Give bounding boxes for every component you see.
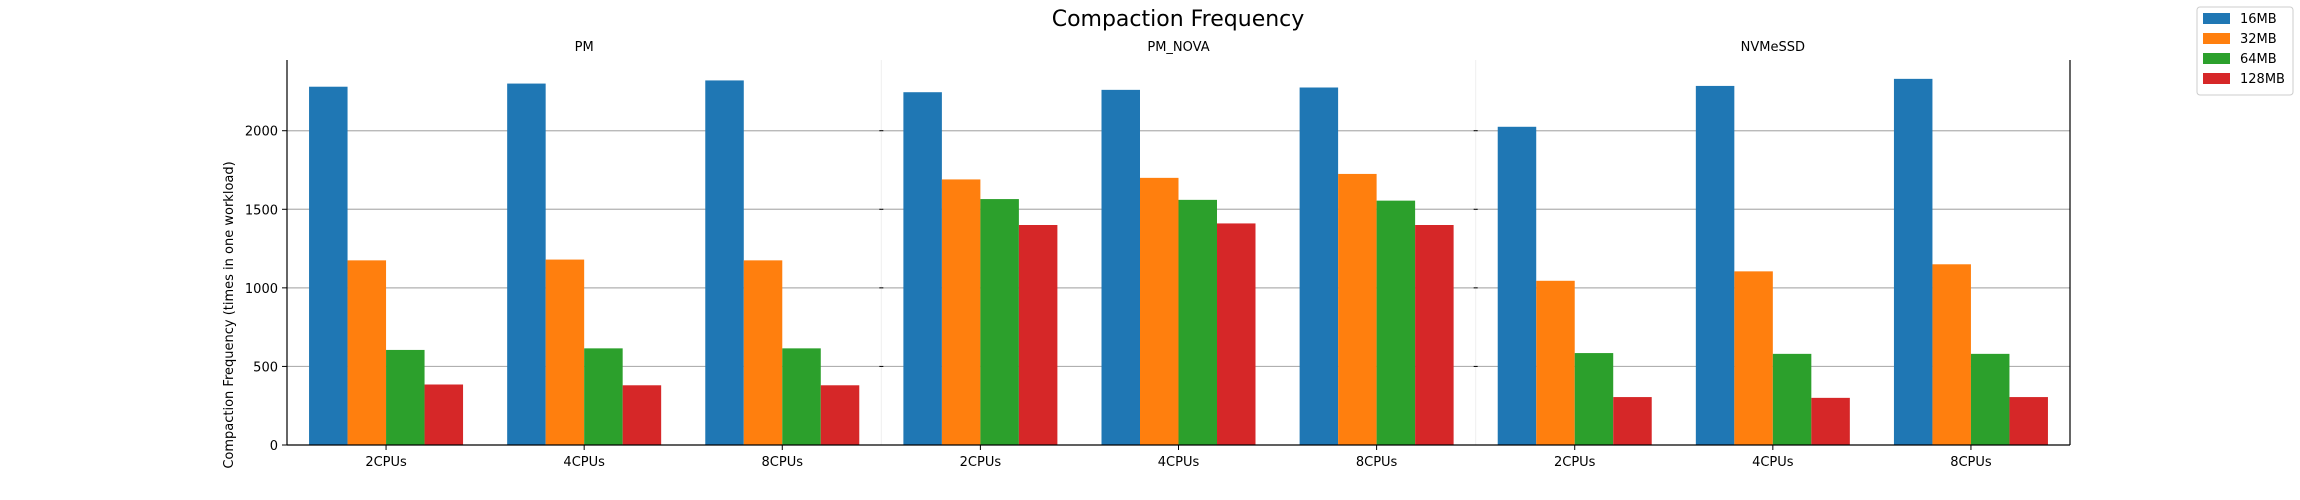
plot-area: PM 2CPUs 4CPUs 8CPUs PM_NOVA 2CPUs 4CPUs 8CPUs N… <box>245 40 2071 470</box>
bar <box>1338 173 1377 445</box>
bar <box>622 385 662 445</box>
bar <box>545 259 585 445</box>
bar <box>1734 271 1773 445</box>
bar <box>424 384 464 445</box>
bar <box>2009 397 2048 445</box>
bar <box>1613 397 1652 445</box>
legend-label: 128MB <box>2240 72 2285 87</box>
bar <box>309 86 348 445</box>
bar <box>1217 223 1256 445</box>
bar <box>386 349 425 445</box>
bar <box>743 260 783 445</box>
bar <box>1497 126 1537 446</box>
bar <box>782 348 821 445</box>
bar <box>1376 200 1416 445</box>
x-tick-label: 8CPUs <box>1950 455 1992 470</box>
x-tick-label: 8CPUs <box>1356 455 1398 470</box>
y-axis-label: Compaction Frequency (times in one workl… <box>222 161 237 468</box>
bar <box>507 83 546 446</box>
panel-title: NVMeSSD <box>1741 40 1805 55</box>
legend-label: 64MB <box>2240 52 2277 67</box>
x-tick-label: 2CPUs <box>960 455 1002 470</box>
y-tick-label: 0 <box>270 439 278 454</box>
panel-title: PM <box>575 40 594 55</box>
y-tick-label: 500 <box>253 360 278 375</box>
bar <box>1932 264 1971 445</box>
bar <box>1101 89 1140 445</box>
bar <box>1695 85 1735 445</box>
legend-label: 32MB <box>2240 32 2277 47</box>
legend-swatch <box>2203 53 2230 64</box>
legend-swatch <box>2203 33 2230 44</box>
bar <box>1140 177 1179 445</box>
bar <box>1811 397 1850 445</box>
bar <box>1970 353 2010 445</box>
bar <box>903 92 942 445</box>
bar <box>1299 87 1339 445</box>
bar <box>1536 280 1575 445</box>
bar <box>1018 225 1058 445</box>
x-tick-label: 2CPUs <box>1554 455 1596 470</box>
x-tick-label: 4CPUs <box>563 455 605 470</box>
bar <box>941 179 981 445</box>
panel-title: PM_NOVA <box>1147 40 1209 55</box>
bar <box>1893 78 1933 445</box>
y-tick-label: 1000 <box>245 282 278 297</box>
x-tick-label: 4CPUs <box>1158 455 1200 470</box>
bar <box>1574 353 1614 445</box>
bar <box>347 260 387 445</box>
bar <box>584 348 623 445</box>
y-tick-label: 2000 <box>245 125 278 140</box>
bar <box>820 385 860 445</box>
legend-swatch <box>2203 73 2230 84</box>
bar <box>1415 225 1454 445</box>
legend-swatch <box>2203 13 2230 24</box>
y-tick-label: 1500 <box>245 203 278 218</box>
x-tick-label: 8CPUs <box>762 455 804 470</box>
chart-title: Compaction Frequency <box>1052 7 1305 32</box>
bar <box>705 80 744 445</box>
bar <box>1178 199 1217 445</box>
bar <box>980 199 1019 445</box>
legend: 16MB 32MB 64MB 128MB <box>2196 6 2294 96</box>
x-tick-label: 4CPUs <box>1752 455 1794 470</box>
legend-label: 16MB <box>2240 12 2277 27</box>
bar <box>1772 353 1812 445</box>
x-tick-label: 2CPUs <box>365 455 407 470</box>
